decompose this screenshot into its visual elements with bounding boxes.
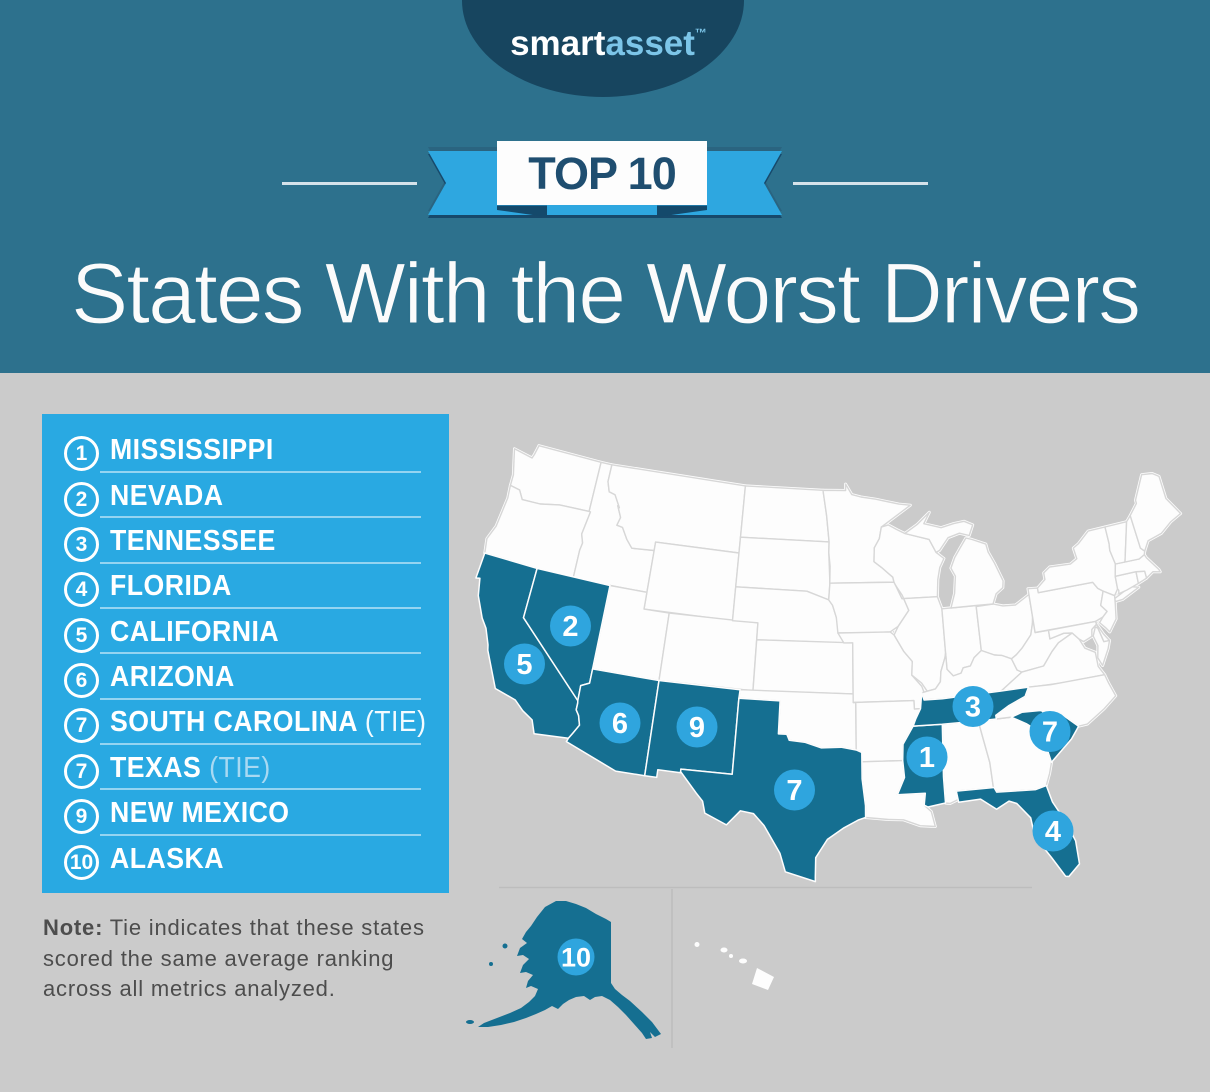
svg-text:7: 7 bbox=[1042, 717, 1058, 749]
svg-text:3: 3 bbox=[965, 692, 981, 724]
svg-text:9: 9 bbox=[689, 712, 705, 744]
svg-text:1: 1 bbox=[919, 742, 935, 774]
svg-text:10: 10 bbox=[561, 943, 591, 973]
svg-text:6: 6 bbox=[612, 708, 628, 740]
svg-text:5: 5 bbox=[516, 649, 532, 681]
svg-text:7: 7 bbox=[786, 775, 802, 807]
svg-text:4: 4 bbox=[1045, 816, 1061, 848]
svg-text:TOP 10: TOP 10 bbox=[528, 148, 675, 199]
svg-text:2: 2 bbox=[562, 611, 578, 643]
